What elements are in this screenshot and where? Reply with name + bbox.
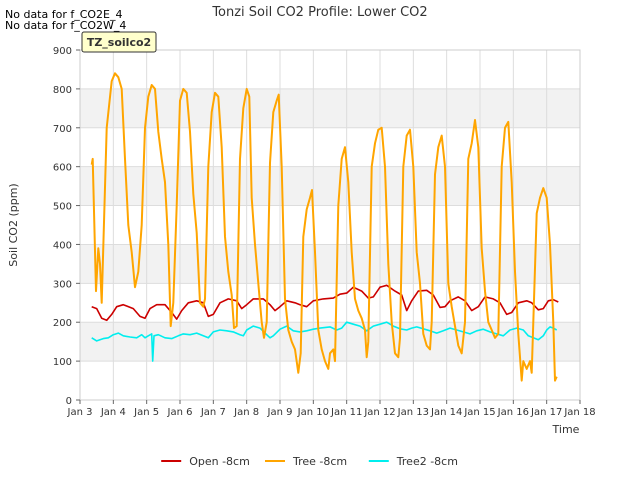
x-tick-label: Jan 7 (200, 407, 226, 418)
x-tick-label: Jan 4 (100, 407, 126, 418)
legend-label-tree2: Tree2 -8cm (396, 455, 458, 468)
y-tick-label: 0 (66, 396, 72, 407)
x-tick-label: Jan 11 (330, 407, 362, 418)
series-line-tree (90, 72, 558, 382)
no-data-note-2: No data for f_CO2W_4 (5, 19, 126, 32)
x-tick-label: Jan 18 (563, 407, 595, 418)
legend-label-open: Open -8cm (189, 455, 250, 468)
legend-label-tree: Tree -8cm (292, 455, 347, 468)
plot-band (80, 166, 580, 206)
y-tick-label: 400 (53, 240, 72, 251)
x-tick-label: Jan 9 (267, 407, 293, 418)
x-tick-label: Jan 16 (497, 407, 529, 418)
x-tick-label: Jan 13 (397, 407, 429, 418)
x-tick-label: Jan 5 (133, 407, 159, 418)
x-tick-label: Jan 10 (297, 407, 329, 418)
x-tick-label: Jan 17 (530, 407, 562, 418)
x-tick-label: Jan 6 (167, 407, 193, 418)
plot-band (80, 244, 580, 284)
y-tick-label: 800 (53, 85, 72, 96)
axes: 0 100 200 300 400 500 600 700 800 900 Jan 3 Jan 4 Ja… (53, 46, 596, 418)
y-tick-label: 600 (53, 163, 72, 174)
y-tick-label: 500 (53, 202, 72, 213)
series-layer (90, 72, 559, 382)
y-tick-label: 300 (53, 279, 72, 290)
series-line-tree2 (91, 321, 558, 362)
site-label-badge: TZ_soilco2 (81, 31, 157, 53)
y-tick-label: 200 (53, 318, 72, 329)
chart-title: Tonzi Soil CO2 Profile: Lower CO2 (211, 5, 427, 20)
plot-bands (80, 88, 580, 362)
x-tick-label: Jan 3 (67, 407, 93, 418)
x-tick-label: Jan 12 (363, 407, 395, 418)
y-axis-label: Soil CO2 (ppm) (7, 183, 20, 266)
x-axis-label: Time (552, 423, 580, 436)
y-tick-label: 100 (53, 357, 72, 368)
plot-band (80, 88, 580, 128)
y-tick-label: 700 (53, 124, 72, 135)
x-tick-label: Jan 14 (430, 407, 462, 418)
x-tick-label: Jan 15 (463, 407, 495, 418)
x-tick-label: Jan 8 (233, 407, 259, 418)
y-tick-label: 900 (53, 46, 72, 57)
site-label: TZ_soilco2 (87, 36, 151, 49)
plot-area (79, 49, 581, 401)
legend: Open -8cm Tree -8cm Tree2 -8cm (161, 455, 458, 468)
no-data-note-1: No data for f_CO2E_4 (5, 8, 123, 21)
